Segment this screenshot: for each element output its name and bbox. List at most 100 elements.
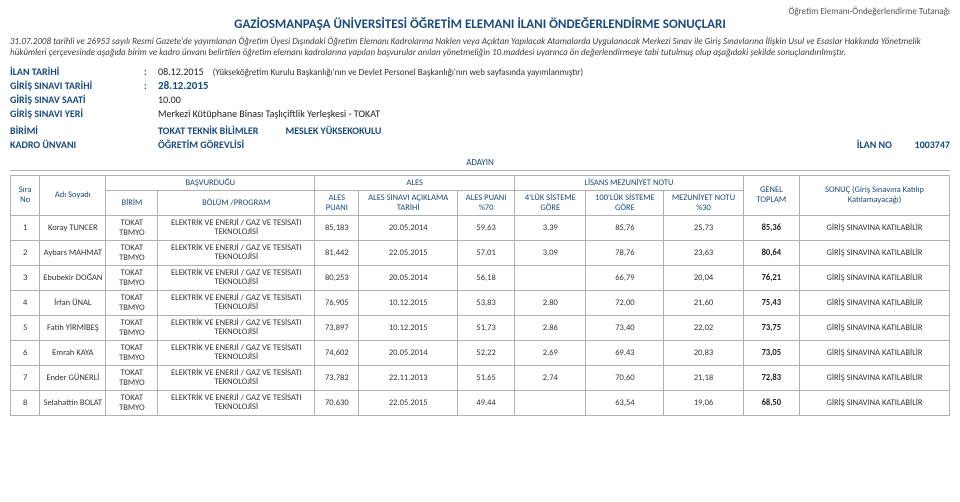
col-ales-puani: ALES PUANI (315, 190, 359, 215)
cell-genel-toplam: 76,21 (743, 265, 799, 290)
col-mez30: MEZUNİYET NOTU %30 (664, 190, 743, 215)
cell-g100: 73,40 (586, 315, 664, 340)
cell-g4: 3.39 (515, 215, 586, 240)
cell-m30: 21,18 (664, 365, 743, 390)
table-row: 7Ender GÜNERLİTOKAT TBMYOELEKTRİK VE ENE… (11, 365, 950, 390)
cell-m30: 20,04 (664, 265, 743, 290)
cell-tarih: 10.12.2015 (359, 290, 458, 315)
cell-ales: 73,782 (315, 365, 359, 390)
group-lisans: LİSANS MEZUNİYET NOTU (515, 175, 743, 190)
col-adi: Adı Soyadı (40, 175, 106, 215)
cell-tarih: 10.12.2015 (359, 315, 458, 340)
col-sira: Sıra No (11, 175, 40, 215)
cell-sira: 1 (11, 215, 40, 240)
kadro-unvani-value: ÖĞRETİM GÖREVLİSİ (158, 138, 853, 151)
cell-genel-toplam: 73,05 (743, 340, 799, 365)
cell-ales: 81,442 (315, 240, 359, 265)
cell-g100: 63,54 (586, 390, 664, 415)
cell-sira: 6 (11, 340, 40, 365)
cell-p70: 51,65 (457, 365, 514, 390)
cell-sonuc: GİRİŞ SINAVINA KATILABİLİR (800, 390, 950, 415)
ilan-no-label: İLAN NO (857, 138, 892, 151)
cell-p70: 53,83 (457, 290, 514, 315)
cell-g100: 70,60 (586, 365, 664, 390)
cell-sira: 2 (11, 240, 40, 265)
cell-g100: 69,43 (586, 340, 664, 365)
cell-birim: TOKAT TBMYO (106, 340, 158, 365)
group-basvurdugu: BAŞVURDUĞU (106, 175, 315, 190)
birimi-value: TOKAT TEKNİK BİLİMLER (158, 124, 258, 137)
cell-program: ELEKTRİK VE ENERJİ / GAZ VE TESİSATI TEK… (158, 290, 315, 315)
group-ales: ALES (315, 175, 515, 190)
cell-genel-toplam: 72,83 (743, 365, 799, 390)
cell-g100: 85,76 (586, 215, 664, 240)
table-row: 6Emrah KAYATOKAT TBMYOELEKTRİK VE ENERJİ… (11, 340, 950, 365)
cell-sonuc: GİRİŞ SINAVINA KATILABİLİR (800, 340, 950, 365)
cell-genel-toplam: 68,50 (743, 390, 799, 415)
col-100luk: 100'LÜK SİSTEME GÖRE (586, 190, 664, 215)
cell-tarih: 20.05.2014 (359, 265, 458, 290)
ilan-tarihi-value: 08.12.2015 (158, 65, 204, 78)
cell-tarih: 22.11.2013 (359, 365, 458, 390)
cell-birim: TOKAT TBMYO (106, 265, 158, 290)
cell-program: ELEKTRİK VE ENERJİ / GAZ VE TESİSATI TEK… (158, 365, 315, 390)
cell-birim: TOKAT TBMYO (106, 315, 158, 340)
cell-genel-toplam: 73,75 (743, 315, 799, 340)
table-row: 5Fatih YİRMİBEŞTOKAT TBMYOELEKTRİK VE EN… (11, 315, 950, 340)
cell-birim: TOKAT TBMYO (106, 390, 158, 415)
cell-g100: 72,00 (586, 290, 664, 315)
meta-block: İLAN TARİHİ : 08.12.2015 (Yükseköğretim … (10, 65, 950, 151)
cell-adi: İrfan ÜNAL (40, 290, 106, 315)
cell-genel-toplam: 75,43 (743, 290, 799, 315)
ilan-no-value: 1003747 (915, 138, 950, 151)
cell-program: ELEKTRİK VE ENERJİ / GAZ VE TESİSATI TEK… (158, 340, 315, 365)
kadro-unvani-label: KADRO ÜNVANI (10, 138, 140, 151)
cell-program: ELEKTRİK VE ENERJİ / GAZ VE TESİSATI TEK… (158, 240, 315, 265)
cell-adi: Selahattin BOLAT (40, 390, 106, 415)
cell-p70: 59,63 (457, 215, 514, 240)
cell-genel-toplam: 85,36 (743, 215, 799, 240)
cell-genel-toplam: 80,64 (743, 240, 799, 265)
table-row: 2Aybars MAHMATTOKAT TBMYOELEKTRİK VE ENE… (11, 240, 950, 265)
cell-birim: TOKAT TBMYO (106, 290, 158, 315)
cell-ales: 70,630 (315, 390, 359, 415)
cell-birim: TOKAT TBMYO (106, 365, 158, 390)
page-title: GAZİOSMANPAŞA ÜNİVERSİTESİ ÖĞRETİM ELEMA… (10, 17, 950, 32)
cell-p70: 51,73 (457, 315, 514, 340)
cell-g100: 66,79 (586, 265, 664, 290)
giris-sinav-saati-value: 10.00 (158, 93, 950, 106)
cell-p70: 52,22 (457, 340, 514, 365)
cell-tarih: 22.05.2015 (359, 390, 458, 415)
giris-sinavi-tarihi-value: 28.12.2015 (158, 79, 950, 92)
cell-adi: Ender GÜNERLİ (40, 365, 106, 390)
cell-ales: 85,183 (315, 215, 359, 240)
adayin-header: ADAYIN (10, 157, 950, 171)
cell-sira: 7 (11, 365, 40, 390)
doc-type-label: Öğretim Elemanı-Öndeğerlendirme Tutanağı (10, 6, 950, 17)
cell-sira: 3 (11, 265, 40, 290)
cell-m30: 23,63 (664, 240, 743, 265)
cell-birim: TOKAT TBMYO (106, 215, 158, 240)
cell-tarih: 20.05.2014 (359, 340, 458, 365)
cell-birim: TOKAT TBMYO (106, 240, 158, 265)
cell-sira: 8 (11, 390, 40, 415)
col-birim: BİRİM (106, 190, 158, 215)
cell-adi: Emrah KAYA (40, 340, 106, 365)
cell-p70: 56,18 (457, 265, 514, 290)
cell-sonuc: GİRİŞ SINAVINA KATILABİLİR (800, 265, 950, 290)
cell-sonuc: GİRİŞ SINAVINA KATILABİLİR (800, 315, 950, 340)
table-row: 3Ebubekir DOĞANTOKAT TBMYOELEKTRİK VE EN… (11, 265, 950, 290)
table-row: 1Koray TUNCERTOKAT TBMYOELEKTRİK VE ENER… (11, 215, 950, 240)
cell-tarih: 22.05.2015 (359, 240, 458, 265)
cell-g4 (515, 265, 586, 290)
col-ales-tarih: ALES SINAVI AÇIKLAMA TARİHİ (359, 190, 458, 215)
giris-sinavi-tarihi-label: GİRİŞ SINAVI TARİHİ (10, 79, 140, 92)
cell-m30: 25,73 (664, 215, 743, 240)
ilan-tarihi-label: İLAN TARİHİ (10, 65, 140, 78)
results-table: Sıra No Adı Soyadı BAŞVURDUĞU ALES LİSAN… (10, 175, 950, 416)
giris-sinavi-yeri-value: Merkezi Kütüphane Binası Taşlıçiftlik Ye… (158, 107, 950, 120)
giris-sinavi-yeri-label: GİRİŞ SINAVI YERİ (10, 107, 140, 120)
cell-p70: 49,44 (457, 390, 514, 415)
giris-sinav-saati-label: GİRİŞ SINAV SAATİ (10, 93, 140, 106)
col-4luk: 4'LÜK SİSTEME GÖRE (515, 190, 586, 215)
